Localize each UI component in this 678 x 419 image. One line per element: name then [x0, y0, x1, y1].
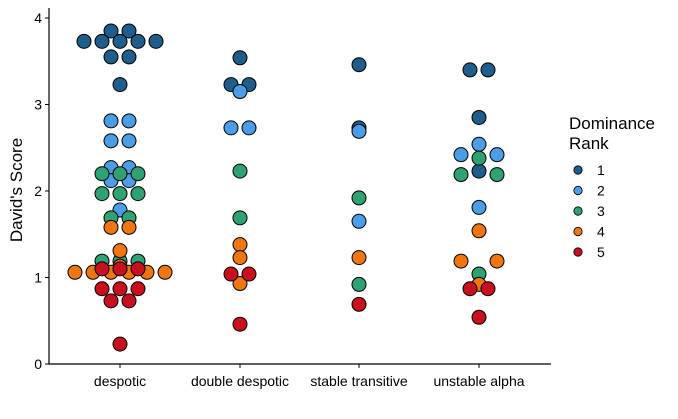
data-point	[157, 264, 173, 280]
data-point	[103, 293, 119, 309]
y-tick-label: 4	[34, 10, 42, 26]
data-point	[94, 281, 110, 297]
data-point	[112, 166, 128, 182]
data-point	[121, 133, 137, 149]
y-tick-label: 0	[34, 356, 42, 372]
data-point	[130, 186, 146, 202]
data-point	[223, 120, 239, 136]
y-tick-label: 3	[34, 97, 42, 113]
data-point	[112, 243, 128, 259]
data-point	[351, 276, 367, 292]
data-point	[471, 136, 487, 152]
data-point	[232, 163, 248, 179]
legend-title-line-2: Rank	[569, 134, 609, 153]
data-point	[351, 57, 367, 73]
data-point	[232, 237, 248, 253]
legend-label-2: 2	[597, 183, 605, 199]
data-point	[480, 62, 496, 78]
legend-title-line-1: Dominance	[569, 114, 655, 133]
data-point	[130, 166, 146, 182]
legend-label-3: 3	[597, 203, 605, 219]
data-point	[232, 250, 248, 266]
data-point	[67, 264, 83, 280]
x-tick-label: double despotic	[191, 373, 289, 389]
data-point	[232, 276, 248, 292]
data-points	[67, 23, 505, 352]
data-point	[103, 219, 119, 235]
data-point	[232, 316, 248, 332]
data-point	[241, 120, 257, 136]
data-point	[103, 113, 119, 129]
plot-axes: 0 1 2 3 4 despotic double despotic stable trans…	[34, 8, 551, 389]
data-point	[351, 213, 367, 229]
data-point	[462, 62, 478, 78]
data-point	[462, 281, 478, 297]
data-point	[471, 150, 487, 166]
data-point	[471, 109, 487, 125]
data-point	[148, 33, 164, 49]
legend-label-4: 4	[597, 224, 605, 240]
data-point	[351, 123, 367, 139]
data-point	[103, 49, 119, 65]
data-point	[121, 293, 137, 309]
data-point	[223, 266, 239, 282]
data-point	[232, 84, 248, 100]
data-point	[130, 281, 146, 297]
data-point	[489, 147, 505, 163]
data-point	[103, 23, 119, 39]
data-point	[130, 33, 146, 49]
data-point	[112, 281, 128, 297]
data-point	[241, 266, 257, 282]
data-point	[121, 49, 137, 65]
legend-items: 1 2 3 4 5	[573, 162, 605, 260]
data-point	[130, 261, 146, 277]
data-point	[232, 210, 248, 226]
legend-label-1: 1	[597, 162, 605, 178]
data-point	[453, 253, 469, 269]
y-tick-label: 2	[34, 183, 42, 199]
legend: Dominance Rank 1 2 3 4 5	[569, 114, 655, 260]
data-point	[471, 199, 487, 215]
data-point	[112, 77, 128, 93]
legend-label-5: 5	[597, 244, 605, 260]
data-point	[103, 133, 119, 149]
data-point	[351, 190, 367, 206]
data-point	[112, 33, 128, 49]
data-point	[471, 309, 487, 325]
data-point	[453, 167, 469, 183]
data-point	[351, 296, 367, 312]
data-point	[94, 186, 110, 202]
data-point	[112, 186, 128, 202]
data-point	[121, 113, 137, 129]
data-point	[471, 223, 487, 239]
data-point	[232, 50, 248, 66]
data-point	[94, 166, 110, 182]
legend-key-5	[573, 247, 583, 257]
y-tick-label: 1	[34, 270, 42, 286]
data-point	[76, 33, 92, 49]
data-point	[489, 167, 505, 183]
data-point	[112, 336, 128, 352]
data-point	[94, 33, 110, 49]
legend-key-3	[573, 206, 583, 216]
y-axis-title: David's Score	[7, 138, 26, 242]
data-point	[489, 253, 505, 269]
data-point	[480, 281, 496, 297]
x-tick-label: despotic	[94, 373, 146, 389]
data-point	[121, 23, 137, 39]
legend-key-4	[573, 226, 583, 237]
data-point	[121, 219, 137, 235]
data-point	[112, 261, 128, 277]
data-point	[453, 147, 469, 163]
data-point	[351, 250, 367, 266]
x-tick-label: unstable alpha	[433, 373, 524, 389]
legend-key-2	[573, 185, 583, 196]
data-point	[94, 261, 110, 277]
x-tick-label: stable transitive	[310, 373, 407, 389]
legend-key-1	[573, 165, 583, 175]
data-point	[471, 163, 487, 179]
